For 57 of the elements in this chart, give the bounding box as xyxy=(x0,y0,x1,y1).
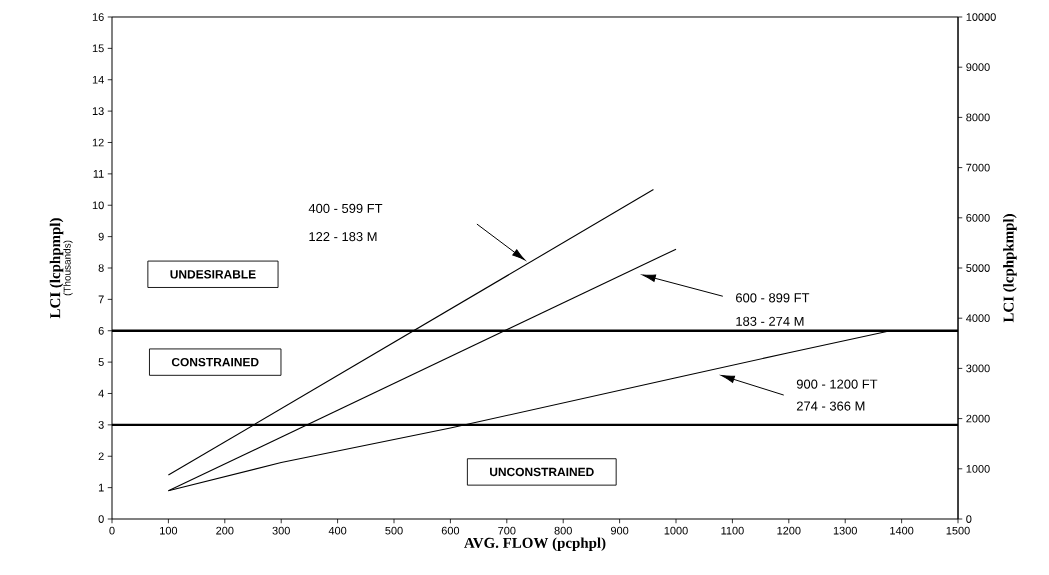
y-tick-label: 9 xyxy=(98,232,104,241)
y-axis-title: LCI (lcphpmpl) xyxy=(49,218,64,319)
y-tick-label: 8 xyxy=(98,264,104,272)
x-tick-label: 600 xyxy=(441,526,460,535)
x-tick-label: 900 xyxy=(610,526,629,535)
y-tick-label: 5 xyxy=(98,358,104,366)
x-tick-label: 1400 xyxy=(890,526,914,535)
x-tick-label: 0 xyxy=(109,526,115,535)
y-tick-label: 6 xyxy=(98,326,104,335)
y2-tick-label: 3000 xyxy=(966,364,990,373)
y2-tick-label: 5000 xyxy=(966,264,990,272)
y-tick-label: 15 xyxy=(92,44,104,53)
text: (Thousands) xyxy=(63,240,73,296)
y-tick-label: 1 xyxy=(98,483,104,492)
y2-tick-label: 9000 xyxy=(966,63,990,72)
annotation: UNCONSTRAINED xyxy=(490,467,594,477)
annotation: 183 - 274 M xyxy=(736,316,804,326)
y-tick-label: 10 xyxy=(92,201,104,210)
x-tick-label: 700 xyxy=(498,526,516,535)
annotation: 274 - 366 M xyxy=(796,401,865,411)
x-tick-label: 800 xyxy=(554,526,572,535)
x-tick-label: 400 xyxy=(328,526,347,535)
y2-tick-label: 10000 xyxy=(966,13,996,21)
y-tick-label: 12 xyxy=(92,138,104,147)
y-tick-label: 11 xyxy=(93,170,104,178)
x-tick-label: 1100 xyxy=(721,526,744,535)
annotation: 122 - 183 M xyxy=(309,232,377,242)
x-tick-label: 1000 xyxy=(664,526,688,535)
y-tick-label: 14 xyxy=(92,75,104,84)
y2-tick-label: 7000 xyxy=(966,163,990,172)
y-tick-label: 2 xyxy=(98,452,104,461)
x-tick-label: 300 xyxy=(272,526,290,535)
y-tick-label: 13 xyxy=(92,107,104,115)
y2-tick-label: 8000 xyxy=(966,113,990,122)
y-tick-label: 0 xyxy=(98,515,104,523)
x-tick-label: 1500 xyxy=(946,526,970,535)
y2-axis-title: LCI (lcphpkmpl) xyxy=(1003,214,1017,323)
x-tick-label: 100 xyxy=(160,526,178,535)
y2-tick-label: 1000 xyxy=(966,464,990,473)
annotation: UNDESIRABLE xyxy=(170,270,256,279)
x-tick-label: 200 xyxy=(216,526,234,535)
annotation: 400 - 599 FT xyxy=(308,203,383,213)
y-tick-label: 3 xyxy=(98,421,104,429)
annotation: 900 - 1200 FT xyxy=(796,379,878,389)
y2-tick-label: 6000 xyxy=(966,213,990,222)
y2-tick-label: 2000 xyxy=(966,414,990,423)
y-tick-label: 16 xyxy=(92,13,104,21)
annotation: 600 - 899 FT xyxy=(736,293,810,303)
y2-tick-label: 0 xyxy=(966,515,972,523)
y-tick-label: 7 xyxy=(98,295,104,304)
x-tick-label: 1300 xyxy=(833,526,857,535)
annotation: CONSTRAINED xyxy=(171,357,259,367)
y2-tick-label: 4000 xyxy=(966,314,990,323)
x-tick-label: 500 xyxy=(385,526,403,535)
x-tick-label: 1200 xyxy=(777,526,801,535)
x-axis-title: AVG. FLOW (pcphpl) xyxy=(464,537,606,551)
y-tick-label: 4 xyxy=(98,389,104,398)
